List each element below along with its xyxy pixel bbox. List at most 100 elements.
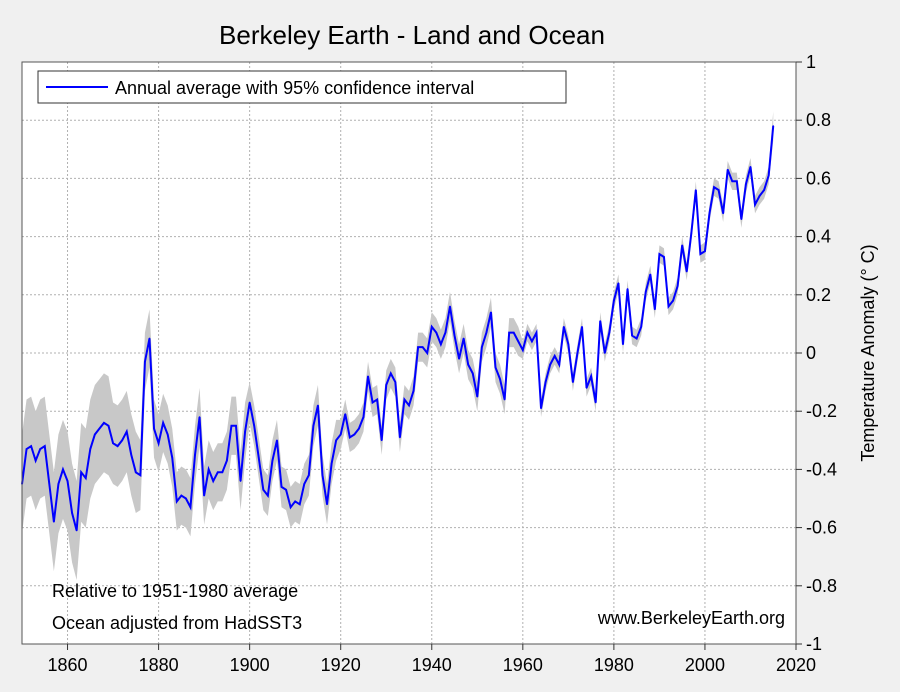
data-point-1865 <box>89 448 92 450</box>
data-point-1973 <box>581 326 583 328</box>
data-point-2004 <box>722 212 724 215</box>
data-point-1994 <box>676 285 679 287</box>
data-point-1979 <box>608 331 611 334</box>
data-point-1997 <box>690 232 693 235</box>
data-point-1993 <box>672 299 674 302</box>
data-point-1874 <box>130 454 133 456</box>
y-tick-label: -0.6 <box>806 518 837 538</box>
data-point-1988 <box>649 273 652 276</box>
data-point-1966 <box>549 363 551 366</box>
data-point-1950 <box>476 395 479 398</box>
data-point-1898 <box>239 480 242 482</box>
data-point-1855 <box>43 445 46 447</box>
data-point-1949 <box>471 372 474 375</box>
data-point-1923 <box>353 433 356 436</box>
data-point-1981 <box>617 282 620 284</box>
annotation-ocean: Ocean adjusted from HadSST3 <box>52 613 302 633</box>
data-point-1978 <box>603 352 606 354</box>
data-point-1875 <box>135 471 137 474</box>
data-point-1964 <box>540 407 542 410</box>
data-point-1970 <box>567 343 570 346</box>
data-point-1974 <box>585 387 588 389</box>
y-tick-label: 0.6 <box>806 168 831 188</box>
data-point-1965 <box>544 381 547 383</box>
data-point-1937 <box>417 346 419 348</box>
y-axis-label: Temperature Anomaly (° C) <box>858 244 878 461</box>
data-point-1892 <box>212 480 215 482</box>
data-point-1957 <box>508 331 510 334</box>
data-point-1877 <box>144 360 146 363</box>
data-point-1885 <box>180 494 183 497</box>
data-point-1945 <box>453 334 456 337</box>
data-point-1922 <box>349 436 351 439</box>
data-point-1987 <box>644 291 647 293</box>
data-point-1913 <box>308 474 310 477</box>
data-point-1894 <box>221 471 224 474</box>
data-point-1868 <box>103 422 105 424</box>
data-point-1880 <box>157 442 160 445</box>
data-point-1860 <box>66 480 69 482</box>
data-point-1857 <box>53 520 55 523</box>
data-point-1906 <box>276 439 278 442</box>
data-point-1943 <box>444 331 447 334</box>
data-point-1869 <box>107 424 110 427</box>
data-point-1969 <box>563 326 565 328</box>
data-point-1968 <box>558 363 561 366</box>
data-point-1876 <box>139 474 142 477</box>
chart-title: Berkeley Earth - Land and Ocean <box>219 20 605 50</box>
data-point-1948 <box>467 363 469 366</box>
data-point-1915 <box>317 404 319 407</box>
y-tick-label: -1 <box>806 634 822 654</box>
data-point-1905 <box>271 459 274 462</box>
x-tick-label: 2000 <box>685 655 725 675</box>
data-point-1896 <box>230 424 233 427</box>
data-point-1962 <box>531 340 533 343</box>
x-tick-label: 1880 <box>139 655 179 675</box>
data-point-1912 <box>303 483 306 485</box>
data-point-1889 <box>198 416 201 418</box>
data-point-1984 <box>631 334 633 337</box>
x-axis: 1860 1880 1900 1920 1940 1960 1980 2000 2020 <box>48 644 816 675</box>
data-point-1852 <box>30 445 32 447</box>
data-point-1919 <box>335 439 337 442</box>
y-tick-label: -0.2 <box>806 401 837 421</box>
data-point-1940 <box>430 326 433 328</box>
data-point-1859 <box>62 468 64 471</box>
data-point-2002 <box>713 186 715 188</box>
data-point-1920 <box>339 433 342 436</box>
data-point-1925 <box>362 416 365 418</box>
data-point-1895 <box>226 459 228 462</box>
data-point-1872 <box>121 439 123 442</box>
data-point-2013 <box>763 189 765 191</box>
x-tick-label: 1960 <box>503 655 543 675</box>
data-point-1891 <box>207 468 210 471</box>
data-point-1955 <box>499 378 501 380</box>
data-point-1927 <box>371 401 374 404</box>
data-point-1864 <box>84 477 87 479</box>
data-point-2007 <box>736 180 738 183</box>
data-point-1967 <box>553 355 556 357</box>
data-point-1886 <box>185 497 187 500</box>
data-point-1888 <box>194 454 196 456</box>
data-point-1930 <box>385 384 388 386</box>
data-point-1989 <box>654 308 656 311</box>
data-point-1972 <box>576 352 579 354</box>
data-point-1862 <box>75 529 78 532</box>
data-point-1884 <box>176 500 178 503</box>
data-point-1932 <box>394 381 397 383</box>
y-tick-label: 0.2 <box>806 285 831 305</box>
data-point-1998 <box>695 189 697 191</box>
data-point-1977 <box>599 320 602 322</box>
data-point-1893 <box>216 471 219 474</box>
data-point-2011 <box>754 203 756 206</box>
data-point-1986 <box>640 326 642 328</box>
data-point-1858 <box>57 483 60 485</box>
annotation-baseline: Relative to 1951-1980 average <box>52 581 298 601</box>
data-point-1870 <box>112 442 114 445</box>
data-point-1938 <box>421 346 424 348</box>
data-point-1935 <box>408 404 410 407</box>
data-point-1929 <box>380 439 383 442</box>
data-point-1999 <box>699 253 702 255</box>
data-point-1854 <box>39 448 42 450</box>
